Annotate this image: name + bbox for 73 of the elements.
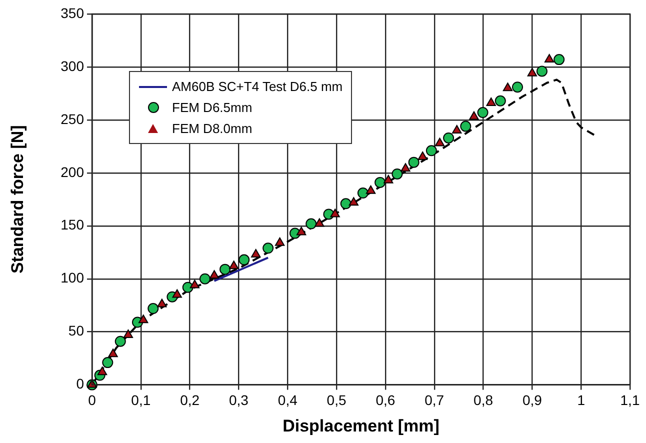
point (494, 95, 506, 106)
x-tick-label: 0,9 (522, 392, 542, 408)
point (314, 218, 324, 227)
y-tick-label: 300 (60, 58, 84, 74)
point (357, 188, 368, 199)
legend-label: AM60B SC+T4 Test D6.5 mm (172, 78, 343, 96)
point (544, 54, 554, 63)
point (274, 237, 285, 246)
point (330, 208, 340, 218)
point (477, 107, 488, 118)
point (199, 273, 210, 284)
point (108, 348, 118, 358)
point (418, 152, 428, 160)
legend-label: FEM D8.0mm (172, 120, 252, 138)
point (157, 298, 167, 308)
legend-label: FEM D6.5mm (172, 99, 252, 117)
y-axis-title: Standard force [N] (8, 125, 27, 274)
x-tick-label: 1 (577, 392, 586, 408)
point (434, 138, 445, 146)
point (148, 303, 159, 314)
point (138, 314, 148, 324)
point (306, 218, 317, 230)
x-axis-title: Displacement [mm] (282, 416, 440, 436)
point (443, 132, 454, 144)
y-tick-label: 350 (60, 4, 84, 21)
point (348, 197, 358, 206)
x-tick-label: 0,1 (131, 392, 151, 408)
point (97, 366, 108, 376)
point (190, 280, 200, 288)
point (340, 198, 352, 210)
point (408, 156, 420, 168)
point (102, 357, 114, 368)
y-tick-label: 150 (60, 216, 84, 233)
point (486, 97, 496, 106)
y-tick-label: 50 (68, 322, 84, 339)
point (554, 54, 565, 66)
point (536, 66, 548, 77)
y-tick-label: 250 (60, 110, 84, 127)
y-tick-label: 100 (60, 270, 84, 286)
point (512, 82, 524, 93)
point (426, 145, 437, 156)
point (452, 125, 462, 134)
x-tick-label: 0 (88, 392, 96, 408)
x-tick-label: 0,6 (376, 392, 396, 408)
point (209, 270, 220, 279)
point (114, 336, 126, 347)
point (262, 242, 274, 254)
y-tick-label: 0 (76, 376, 84, 392)
x-tick-label: 1,1 (620, 392, 640, 408)
point (392, 168, 403, 180)
point (374, 176, 386, 188)
point (366, 185, 376, 194)
point (220, 264, 231, 275)
point (400, 163, 410, 172)
x-tick-label: 0,4 (278, 392, 298, 408)
point (229, 260, 239, 270)
point (527, 68, 538, 76)
point (251, 248, 261, 258)
point (502, 82, 513, 92)
y-tick-label: 200 (60, 164, 84, 180)
x-tick-label: 0,7 (424, 392, 444, 408)
x-tick-label: 0,5 (326, 392, 346, 408)
x-tick-label: 0,8 (474, 392, 494, 408)
point (460, 120, 472, 132)
point (384, 174, 394, 184)
x-tick-label: 0,2 (180, 392, 200, 408)
point (238, 254, 250, 266)
point (123, 330, 134, 338)
point (172, 289, 182, 298)
point (296, 226, 306, 236)
x-tick-label: 0,3 (228, 392, 249, 408)
point (469, 111, 479, 120)
point (182, 282, 194, 293)
